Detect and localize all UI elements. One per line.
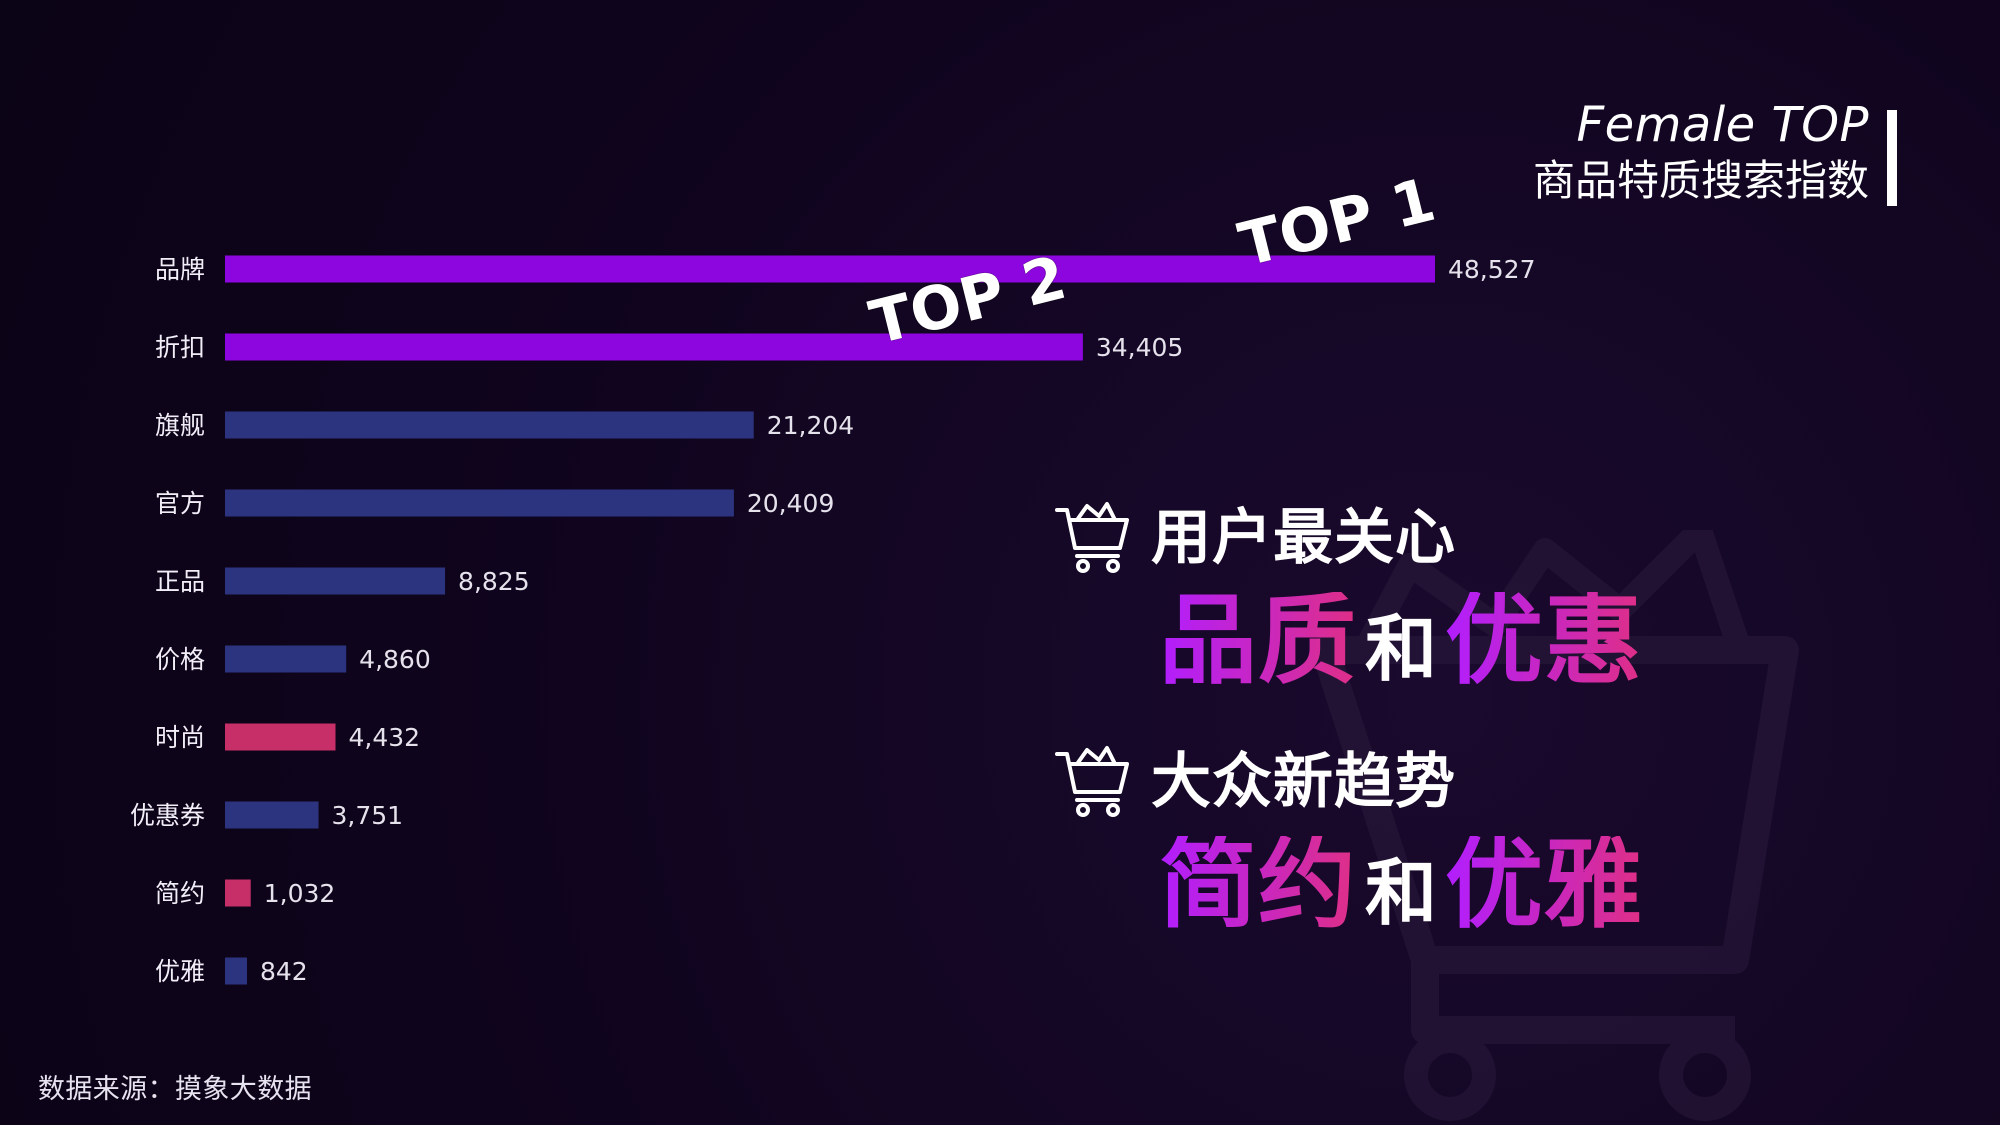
value-label: 48,527 [1448, 255, 1535, 284]
category-label: 简约 [155, 879, 205, 908]
bar [225, 489, 734, 517]
data-source: 数据来源：摸象大数据 [38, 1074, 312, 1105]
shopping-cart-icon [1055, 746, 1129, 817]
insight-block-1: 用户最关心 品质 和 优惠 [1053, 500, 1643, 692]
value-label: 34,405 [1096, 333, 1183, 362]
value-label: 20,409 [747, 489, 834, 518]
header-accent-bar [1887, 110, 1897, 206]
value-label: 4,860 [359, 645, 431, 674]
value-label: 1,032 [264, 879, 336, 908]
category-label: 官方 [155, 489, 205, 518]
header-title-zh: 商品特质搜索指数 [1532, 156, 1869, 206]
category-label: 优惠券 [130, 801, 205, 830]
category-label: 优雅 [155, 957, 205, 986]
chart-header: Female TOP 商品特质搜索指数 [1532, 97, 1897, 208]
value-label: 4,432 [349, 723, 421, 752]
category-label: 品牌 [155, 255, 205, 284]
simple-text: 简约 [1159, 828, 1358, 942]
insight-emphasis-2: 简约 和 优雅 [1159, 828, 1644, 942]
bar [225, 879, 251, 907]
elegant-text: 优雅 [1445, 828, 1644, 942]
bar [225, 957, 247, 985]
category-label: 折扣 [155, 333, 205, 362]
value-label: 842 [260, 957, 308, 986]
insight-title-1: 用户最关心 [1151, 503, 1456, 573]
value-label: 21,204 [767, 411, 854, 440]
insight-emphasis-1: 品质 和 优惠 [1159, 584, 1644, 698]
insight-block-2: 大众新趋势 简约 和 优雅 [1053, 744, 1643, 936]
quality-text: 品质 [1159, 584, 1358, 698]
category-label: 旗舰 [155, 411, 205, 440]
value-label: 8,825 [458, 567, 530, 596]
bar [225, 255, 1435, 283]
shopping-cart-icon [1055, 502, 1129, 573]
category-label: 正品 [155, 567, 205, 596]
insight-joiner-2: 和 [1365, 851, 1438, 935]
value-label: 3,751 [332, 801, 404, 830]
bar [225, 567, 446, 595]
bar [225, 645, 347, 673]
bar [225, 333, 1083, 361]
insight-joiner-1: 和 [1365, 607, 1438, 691]
category-label: 价格 [155, 645, 205, 674]
insight-line-2: 大众新趋势 [1053, 744, 1643, 820]
insight-title-2: 大众新趋势 [1151, 747, 1456, 817]
insight-line-1: 用户最关心 [1053, 500, 1643, 576]
header-title-en: Female TOP [1576, 97, 1869, 153]
discount-text: 优惠 [1445, 584, 1644, 698]
category-label: 时尚 [155, 723, 205, 752]
bar [225, 723, 336, 751]
bar [225, 411, 754, 439]
bar [225, 801, 319, 829]
